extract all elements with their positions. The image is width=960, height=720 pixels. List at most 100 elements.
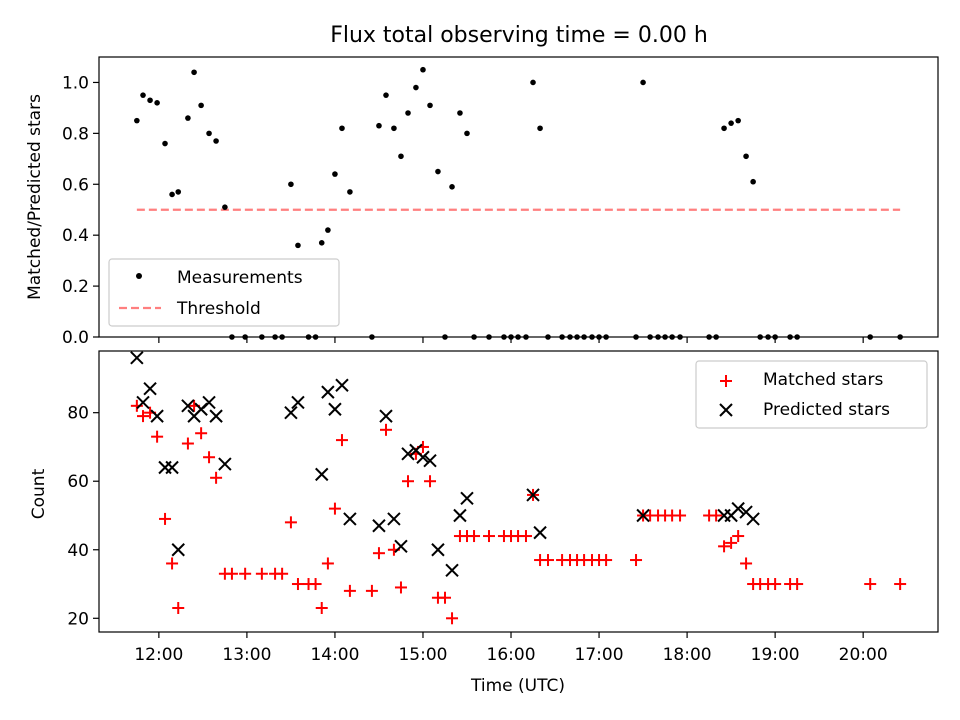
top-ytick-label: 0.8	[62, 124, 89, 144]
bottom-legend: Matched stars Predicted stars	[695, 360, 928, 429]
matched-star-point	[519, 530, 532, 543]
matched-star-point	[894, 578, 907, 591]
bottom-xtick-label: 13:00	[222, 645, 271, 665]
matched-star-point	[137, 410, 150, 423]
predicted-star-point	[202, 395, 216, 410]
measurement-point	[295, 242, 301, 249]
matched-star-point	[172, 602, 185, 615]
matched-star-point	[343, 584, 356, 597]
matched-star-point	[328, 502, 341, 515]
predicted-star-point	[394, 539, 408, 554]
matched-star-point	[255, 567, 268, 580]
measurement-point	[154, 100, 160, 106]
bottom-ytick-label: 20	[67, 609, 89, 629]
top-ytick-label: 0.6	[62, 175, 89, 195]
matched-star-point	[151, 430, 164, 443]
matched-star-point	[725, 536, 738, 549]
matched-star-point	[284, 516, 297, 529]
bottom-series-matched	[130, 399, 907, 625]
measurement-point	[530, 79, 536, 86]
predicted-star-point	[328, 402, 342, 416]
measurement-point	[721, 125, 727, 132]
bottom-x-axis-label: Time (UTC)	[470, 676, 565, 696]
matched-star-point	[394, 581, 407, 594]
predicted-star-point	[218, 457, 232, 471]
matched-star-point	[446, 612, 459, 625]
measurement-point	[391, 125, 397, 132]
measurement-point	[750, 178, 756, 185]
matched-star-point	[365, 584, 378, 597]
measurement-point	[318, 240, 325, 246]
measurement-point	[743, 153, 749, 160]
predicted-star-point	[343, 512, 357, 526]
measurement-point	[134, 117, 140, 124]
predicted-star-point	[453, 508, 467, 523]
predicted-star-point	[445, 563, 459, 578]
measurement-point	[325, 227, 331, 233]
top-legend-box	[108, 258, 340, 327]
matched-star-point	[166, 557, 179, 570]
bottom-ytick-label: 80	[67, 404, 89, 424]
matched-star-point	[732, 530, 745, 543]
measurement-point	[206, 130, 212, 137]
top-chart-title: Flux total observing time = 0.00 h	[330, 23, 708, 48]
matched-star-point	[291, 578, 304, 591]
predicted-star-point	[291, 395, 305, 410]
matched-star-point	[181, 437, 194, 450]
matched-star-point	[335, 434, 348, 447]
top-y-ticks: 0.0 0.2 0.4 0.6 0.8 1.0	[62, 73, 99, 348]
top-x-ticks	[158, 337, 864, 343]
predicted-star-point	[130, 351, 144, 365]
top-plot-frame	[98, 56, 939, 338]
top-ytick-label: 0.4	[62, 226, 89, 246]
bottom-xtick-label: 16:00	[487, 645, 536, 665]
bottom-xtick-label: 14:00	[310, 645, 359, 665]
measurement-point	[339, 125, 345, 132]
top-y-axis-label: Matched/Predicted stars	[25, 94, 45, 300]
measurement-point	[376, 122, 382, 129]
matched-star-point	[438, 591, 451, 604]
matched-star-point	[203, 451, 216, 464]
matched-star-point	[315, 602, 328, 615]
predicted-star-point	[387, 512, 401, 526]
predicted-star-point	[746, 512, 760, 526]
measurement-point	[464, 130, 470, 137]
matched-star-point	[372, 547, 385, 560]
measurement-point	[640, 79, 646, 86]
predicted-star-point	[533, 525, 547, 540]
predicted-star-point	[181, 399, 195, 413]
legend-threshold-label: Threshold	[176, 299, 261, 319]
predicted-star-point	[401, 447, 415, 461]
matched-star-point	[674, 509, 687, 522]
top-ytick-label: 1.0	[62, 73, 89, 93]
top-ytick-label: 0.2	[62, 277, 89, 297]
measurement-point	[413, 84, 419, 91]
measurement-point	[537, 125, 543, 132]
measurement-point	[449, 184, 455, 190]
bottom-x-ticks: 12:00 13:00 14:00 15:00 16:00 17:00 18:00 19:00…	[134, 632, 888, 665]
measurement-point	[162, 140, 168, 147]
measurement-point	[222, 204, 228, 210]
top-panel: Flux total observing time = 0.00 h Match…	[25, 23, 939, 348]
matched-star-point	[710, 509, 723, 522]
predicted-star-point	[526, 488, 540, 502]
matched-star-point	[424, 475, 437, 488]
predicted-star-point	[315, 467, 329, 482]
matched-star-point	[309, 578, 322, 591]
bottom-xtick-label: 17:00	[575, 645, 624, 665]
top-legend: Measurements Threshold	[108, 258, 340, 327]
measurement-point	[332, 171, 338, 177]
measurement-point	[347, 189, 353, 195]
bottom-panel: Count Time (UTC) 20 40 60 80 12:00 13:00 14:0…	[29, 350, 939, 696]
predicted-star-point	[379, 409, 393, 423]
bottom-ytick-label: 40	[67, 541, 89, 561]
matched-star-point	[791, 578, 804, 591]
measurement-point	[405, 110, 411, 116]
matched-star-point	[630, 554, 643, 567]
legend-measurements-label: Measurements	[177, 268, 303, 288]
predicted-star-point	[136, 395, 150, 410]
matched-star-point	[468, 530, 481, 543]
bottom-y-ticks: 20 40 60 80	[67, 404, 99, 629]
matched-star-point	[380, 423, 393, 436]
